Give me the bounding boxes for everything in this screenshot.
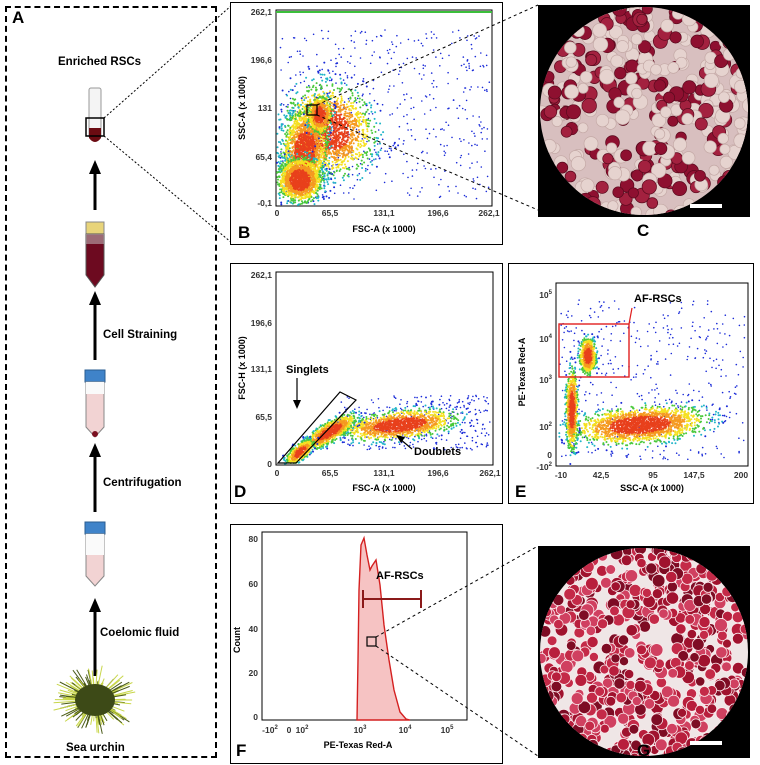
panel-e-label: E [515, 482, 527, 501]
arrow-straining [89, 291, 101, 360]
enriched-tube-icon [85, 87, 105, 142]
b-ylabel: SSC-A (x 1000) [237, 76, 247, 140]
d-xtick-2: 131,1 [373, 468, 395, 478]
f-xtick-0: 0 [287, 725, 292, 735]
panel-g-label: G [637, 741, 651, 760]
e-ytick-103: 103 [539, 375, 552, 385]
e-xtick-1: 42,5 [593, 470, 610, 480]
f-ytick-0: 0 [253, 712, 258, 722]
f-gate-label: AF-RSCs [376, 570, 424, 582]
panel-c-label: C [637, 221, 650, 240]
b-ytick-0: -0,1 [257, 198, 272, 208]
b-ytick-4: 262,1 [251, 7, 273, 17]
f-xtick-103: 103 [354, 725, 367, 735]
e-gate-label: AF-RSCs [634, 293, 682, 305]
e-ylabel: PE-Texas Red-A [517, 337, 527, 406]
d-xtick-3: 196,6 [427, 468, 449, 478]
e-xtick-2: 95 [648, 470, 658, 480]
d-ytick-3: 196,6 [251, 318, 273, 328]
step-coelomic-fluid: Coelomic fluid [100, 627, 180, 639]
e-ytick-102: 102 [539, 422, 552, 432]
b-xtick-3: 196,6 [427, 208, 449, 218]
b-xtick-2: 131,1 [373, 208, 395, 218]
b-ytick-3: 196,6 [251, 55, 273, 65]
f-xtick-104: 104 [399, 725, 412, 735]
b-xtick-0: 0 [275, 208, 280, 218]
d-xlabel: FSC-A (x 1000) [352, 483, 415, 493]
d-ylabel: FSC-H (x 1000) [237, 336, 247, 400]
e-ytick-0: 0 [547, 450, 552, 460]
panel-b-label: B [238, 223, 251, 242]
panel-a [5, 6, 217, 758]
f-xtick-102: 102 [296, 725, 309, 735]
b-ytick-1: 65,4 [255, 152, 272, 162]
panel-a-label: A [12, 8, 25, 27]
singlets-label: Singlets [286, 364, 329, 376]
b-xtick-1: 65,5 [322, 208, 339, 218]
arrow-centrifugation [89, 443, 101, 512]
f-ytick-1: 20 [249, 668, 259, 678]
b-ytick-2: 131 [258, 103, 272, 113]
e-xlabel: SSC-A (x 1000) [620, 483, 684, 493]
d-xtick-4: 262,1 [479, 468, 501, 478]
d-ytick-0: 0 [267, 459, 272, 469]
step-cell-straining: Cell Straining [103, 329, 178, 341]
coelomic-tube-icon [84, 521, 106, 587]
panel-f-label: F [236, 741, 247, 760]
f-xtick-105: 105 [441, 725, 454, 735]
centrifuged-tube-icon [84, 369, 106, 438]
d-xtick-1: 65,5 [322, 468, 339, 478]
arrow-enriched [89, 160, 101, 210]
f-ytick-3: 60 [249, 579, 259, 589]
doublets-label: Doublets [414, 446, 461, 458]
f-xlabel: PE-Texas Red-A [324, 740, 393, 750]
strained-tube-icon [85, 221, 105, 288]
f-xtick-neg102: -102 [262, 725, 278, 735]
e-xtick-4: 200 [734, 470, 748, 480]
e-ytick-neg102: -102 [536, 462, 552, 472]
step-sea-urchin: Sea urchin [66, 742, 125, 754]
d-xtick-0: 0 [275, 468, 280, 478]
e-xtick-3: 147,5 [683, 470, 705, 480]
step-enriched-rscs: Enriched RSCs [58, 56, 142, 68]
e-ytick-104: 104 [539, 334, 552, 344]
b-xtick-4: 262,1 [478, 208, 500, 218]
sea-urchin-icon [53, 665, 136, 734]
e-xtick-0: -10 [555, 470, 568, 480]
f-ytick-4: 80 [249, 534, 259, 544]
e-ytick-105: 105 [539, 290, 552, 300]
step-centrifugation: Centrifugation [103, 477, 182, 489]
d-ytick-1: 65,5 [255, 412, 272, 422]
f-ylabel: Count [232, 627, 242, 653]
d-ytick-2: 131,1 [251, 364, 273, 374]
panel-d-label: D [234, 482, 247, 501]
d-ytick-4: 262,1 [251, 270, 273, 280]
arrow-coelomic [89, 598, 101, 676]
f-ytick-2: 40 [249, 624, 259, 634]
b-xlabel: FSC-A (x 1000) [352, 224, 415, 234]
